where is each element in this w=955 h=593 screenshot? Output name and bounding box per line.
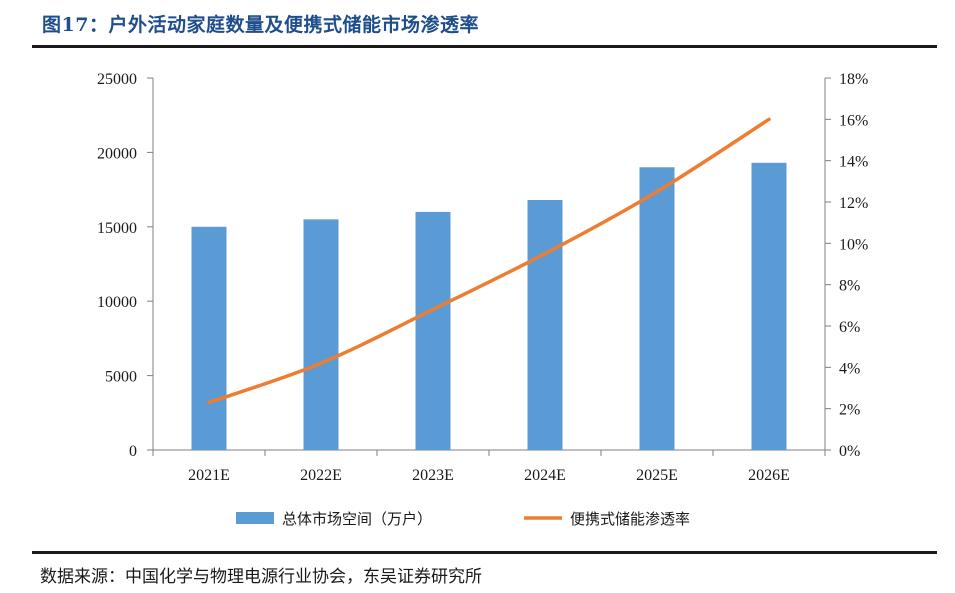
x-tick-label: 2022E xyxy=(300,467,342,484)
source-divider xyxy=(32,551,937,554)
left-y-axis: 0 5000 10000 15000 20000 25000 xyxy=(97,71,154,460)
title-divider xyxy=(32,45,937,48)
right-tick-label: 12% xyxy=(839,195,868,212)
bar xyxy=(415,211,451,450)
legend-bar-label: 总体市场空间（万户） xyxy=(282,510,432,528)
right-tick-label: 8% xyxy=(839,278,860,295)
bar xyxy=(191,226,227,450)
right-tick-label: 0% xyxy=(839,443,860,460)
x-tick-label: 2024E xyxy=(524,467,566,484)
bar xyxy=(527,200,563,450)
x-tick-label: 2021E xyxy=(188,467,230,484)
line-series xyxy=(207,117,771,405)
left-tick-label: 5000 xyxy=(105,369,137,386)
legend-bar-swatch xyxy=(236,512,274,524)
right-tick-label: 10% xyxy=(839,236,868,253)
right-tick-label: 4% xyxy=(839,360,860,377)
right-tick-label: 2% xyxy=(839,402,860,419)
x-tick-label: 2025E xyxy=(636,467,678,484)
legend-line-label: 便携式储能渗透率 xyxy=(570,510,690,528)
bar xyxy=(303,219,339,450)
right-tick-label: 18% xyxy=(839,71,868,88)
right-y-axis: 0% 2% 4% 6% 8% 10% 12% 14% 16% 18% xyxy=(824,71,868,460)
bar xyxy=(751,162,787,451)
x-tick-label: 2026E xyxy=(748,467,790,484)
left-tick-label: 10000 xyxy=(97,294,137,311)
legend: 总体市场空间（万户） 便携式储能渗透率 xyxy=(236,510,690,528)
combo-chart: 0 5000 10000 15000 20000 25000 0% 2% 4% 6% 8% 10% 1… xyxy=(97,71,868,528)
figure-title: 图17：户外活动家庭数量及便携式储能市场渗透率 xyxy=(42,14,479,36)
penetration-line xyxy=(207,117,771,405)
x-tick-label: 2023E xyxy=(412,467,454,484)
right-tick-label: 16% xyxy=(839,112,868,129)
right-tick-label: 6% xyxy=(839,319,860,336)
left-tick-label: 0 xyxy=(129,443,137,460)
source-note: 数据来源：中国化学与物理电源行业协会，东吴证券研究所 xyxy=(40,567,482,587)
left-tick-label: 15000 xyxy=(97,220,137,237)
x-axis: 2021E 2022E 2023E 2024E 2025E 2026E xyxy=(152,449,826,484)
bar-series xyxy=(191,162,787,451)
left-tick-label: 20000 xyxy=(97,145,137,162)
left-tick-label: 25000 xyxy=(97,71,137,88)
bar xyxy=(639,167,675,450)
right-tick-label: 14% xyxy=(839,154,868,171)
